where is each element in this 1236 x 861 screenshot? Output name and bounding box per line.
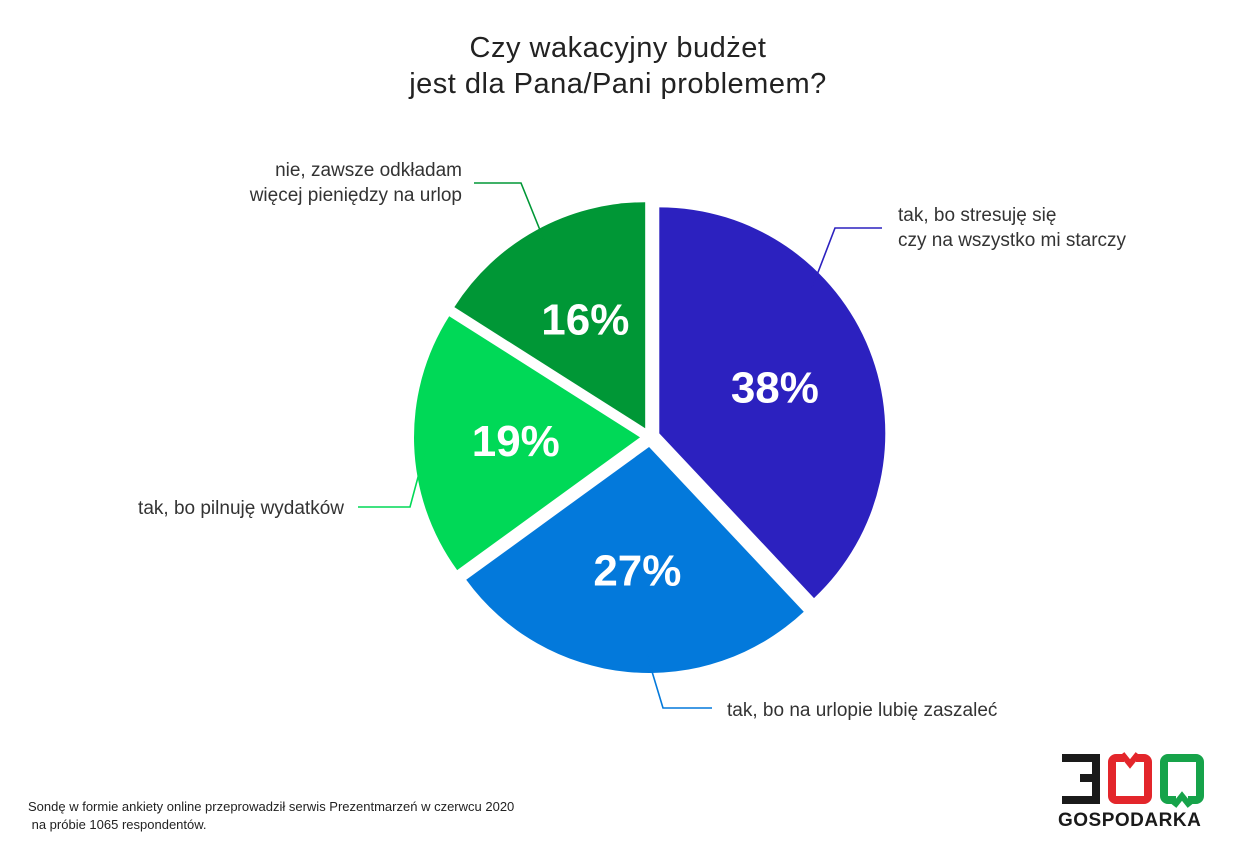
slice-category-label-4-line-1: nie, zawsze odkładam [275, 160, 462, 181]
slice-category-label-4: nie, zawsze odkładam więcej pieniędzy na … [249, 160, 462, 206]
leader-line-2 [646, 654, 712, 709]
slice-category-label-3-line-1: tak, bo pilnuję wydatków [138, 498, 344, 519]
slice-value-label-2: 27% [593, 547, 681, 596]
slice-category-label-1-line-2: czy na wszystko mi starczy [898, 230, 1127, 251]
leader-line-1 [811, 227, 882, 289]
footnote-line-2: na próbie 1065 respondentów. [28, 817, 207, 832]
pie-slice-3 [414, 316, 641, 571]
slice-value-label-3: 19% [472, 417, 560, 466]
pie-slice-4 [454, 202, 646, 429]
slice-category-label-3: tak, bo pilnuję wydatków [138, 498, 344, 519]
chart-title-line-2: jest dla Pana/Pani problemem? [409, 68, 827, 100]
leader-line-4 [474, 182, 545, 241]
chart-title: Czy wakacyjny budżet jest dla Pana/Pani … [0, 30, 1236, 102]
slice-category-label-4-line-2: więcej pieniędzy na urlop [249, 185, 462, 206]
footnote: Sondę w formie ankiety online przeprowad… [28, 798, 514, 834]
pie-slice-2 [466, 446, 804, 673]
logo-text: GOSPODARKA [1058, 810, 1202, 831]
logo-digits-graphic [1062, 752, 1204, 808]
slice-category-label-1: tak, bo stresuję się czy na wszystko mi s… [898, 205, 1127, 251]
slice-category-label-1-line-1: tak, bo stresuję się [898, 205, 1056, 226]
slice-value-label-4: 16% [541, 295, 629, 344]
slice-value-label-1: 38% [731, 364, 819, 413]
pie-slice-1 [659, 207, 886, 599]
slice-category-label-2-line-1: tak, bo na urlopie lubię zaszaleć [727, 700, 997, 721]
chart-title-line-1: Czy wakacyjny budżet [469, 32, 767, 64]
logo: GOSPODARKA [1058, 752, 1208, 834]
footnote-line-1: Sondę w formie ankiety online przeprowad… [28, 799, 515, 814]
slice-category-label-2: tak, bo na urlopie lubię zaszaleć [727, 700, 997, 721]
leader-line-3 [358, 439, 429, 508]
